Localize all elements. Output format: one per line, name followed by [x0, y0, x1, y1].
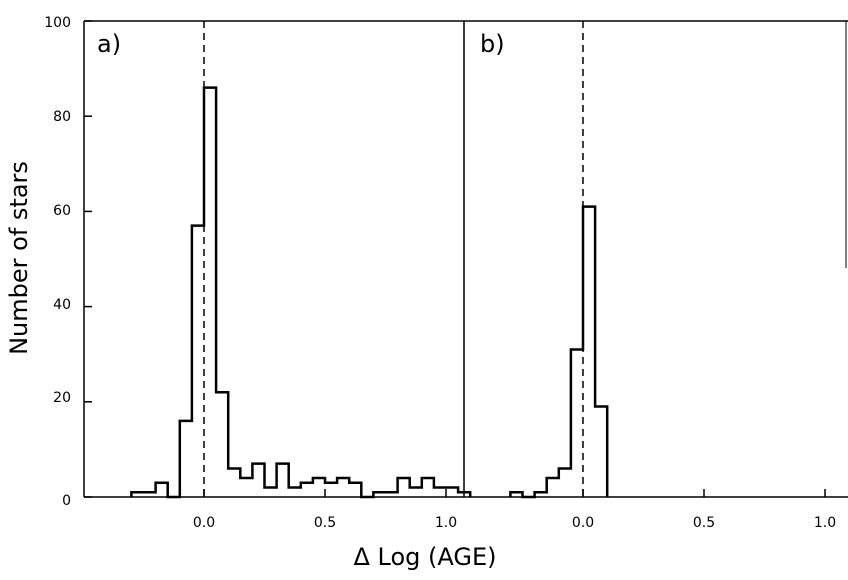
x-tick-label-a-2: 1.0	[435, 515, 457, 531]
y-tick-label-80: 80	[53, 109, 71, 125]
histogram-bin-a-15	[313, 478, 325, 497]
histogram-bin-a-27	[458, 492, 470, 497]
x-tick-label-b-1: 0.5	[693, 515, 715, 531]
histogram-outline-a	[130, 86, 472, 499]
histogram-bin-a-17	[337, 478, 349, 497]
histogram-bin-a-9	[240, 478, 252, 497]
histogram-bin-b-7	[595, 407, 607, 497]
histogram-bin-a-5	[192, 226, 204, 497]
panel-a: a)	[97, 21, 472, 499]
histogram-bin-a-11	[265, 487, 277, 497]
panel-b: b)	[480, 21, 826, 499]
x-tick-label-a-1: 0.5	[314, 515, 336, 531]
histogram-bin-a-21	[386, 492, 398, 497]
histogram-bin-a-23	[410, 487, 422, 497]
y-axis-title: Number of stars	[5, 161, 33, 355]
histogram-bin-a-2	[156, 483, 168, 497]
histogram-bin-a-18	[349, 483, 361, 497]
histogram-bin-a-8	[228, 468, 240, 497]
histogram-bin-a-1	[144, 492, 156, 497]
histogram-bin-b-0	[510, 492, 522, 497]
histogram-outline-b	[509, 205, 609, 499]
y-axis: 0 20 40 60 80 100	[44, 15, 71, 509]
histogram-bin-a-26	[446, 487, 458, 497]
x-axis-panel-a: 0.0 0.5 1.0	[193, 515, 457, 531]
histogram-bin-a-0	[131, 492, 143, 497]
histogram-bin-b-4	[559, 468, 571, 497]
histogram-bin-a-10	[252, 464, 264, 497]
x-axis-title: Δ Log (AGE)	[353, 543, 496, 571]
x-tick-label-a-0: 0.0	[193, 515, 215, 531]
histogram-bin-a-25	[434, 487, 446, 497]
histogram-bin-a-16	[325, 483, 337, 497]
panel-b-label: b)	[480, 30, 505, 58]
histogram-bin-b-3	[547, 478, 559, 497]
x-tick-label-b-2: 1.0	[814, 515, 836, 531]
y-tick-label-100: 100	[44, 15, 71, 31]
y-tick-label-0: 0	[62, 493, 71, 509]
y-tick-label-60: 60	[53, 203, 71, 219]
histogram-bin-a-24	[422, 478, 434, 497]
histogram-bin-a-12	[277, 464, 289, 497]
histogram-bin-b-5	[571, 349, 583, 497]
histogram-bin-b-6	[583, 207, 595, 497]
histogram-bin-b-2	[535, 492, 547, 497]
y-tick-label-20: 20	[53, 390, 71, 406]
histogram-bin-a-22	[398, 478, 410, 497]
x-tick-label-b-0: 0.0	[572, 515, 594, 531]
y-tick-label-40: 40	[53, 297, 71, 313]
histogram-bin-a-6	[204, 88, 216, 497]
histogram-bin-a-7	[216, 392, 228, 497]
histogram-bin-a-13	[289, 487, 301, 497]
x-axis-panel-b: 0.0 0.5 1.0	[572, 515, 836, 531]
histogram-bin-a-14	[301, 483, 313, 497]
histogram-bin-a-4	[180, 421, 192, 497]
histogram-bin-a-20	[373, 492, 385, 497]
panel-a-label: a)	[97, 30, 121, 58]
plot-frame	[83, 20, 848, 498]
